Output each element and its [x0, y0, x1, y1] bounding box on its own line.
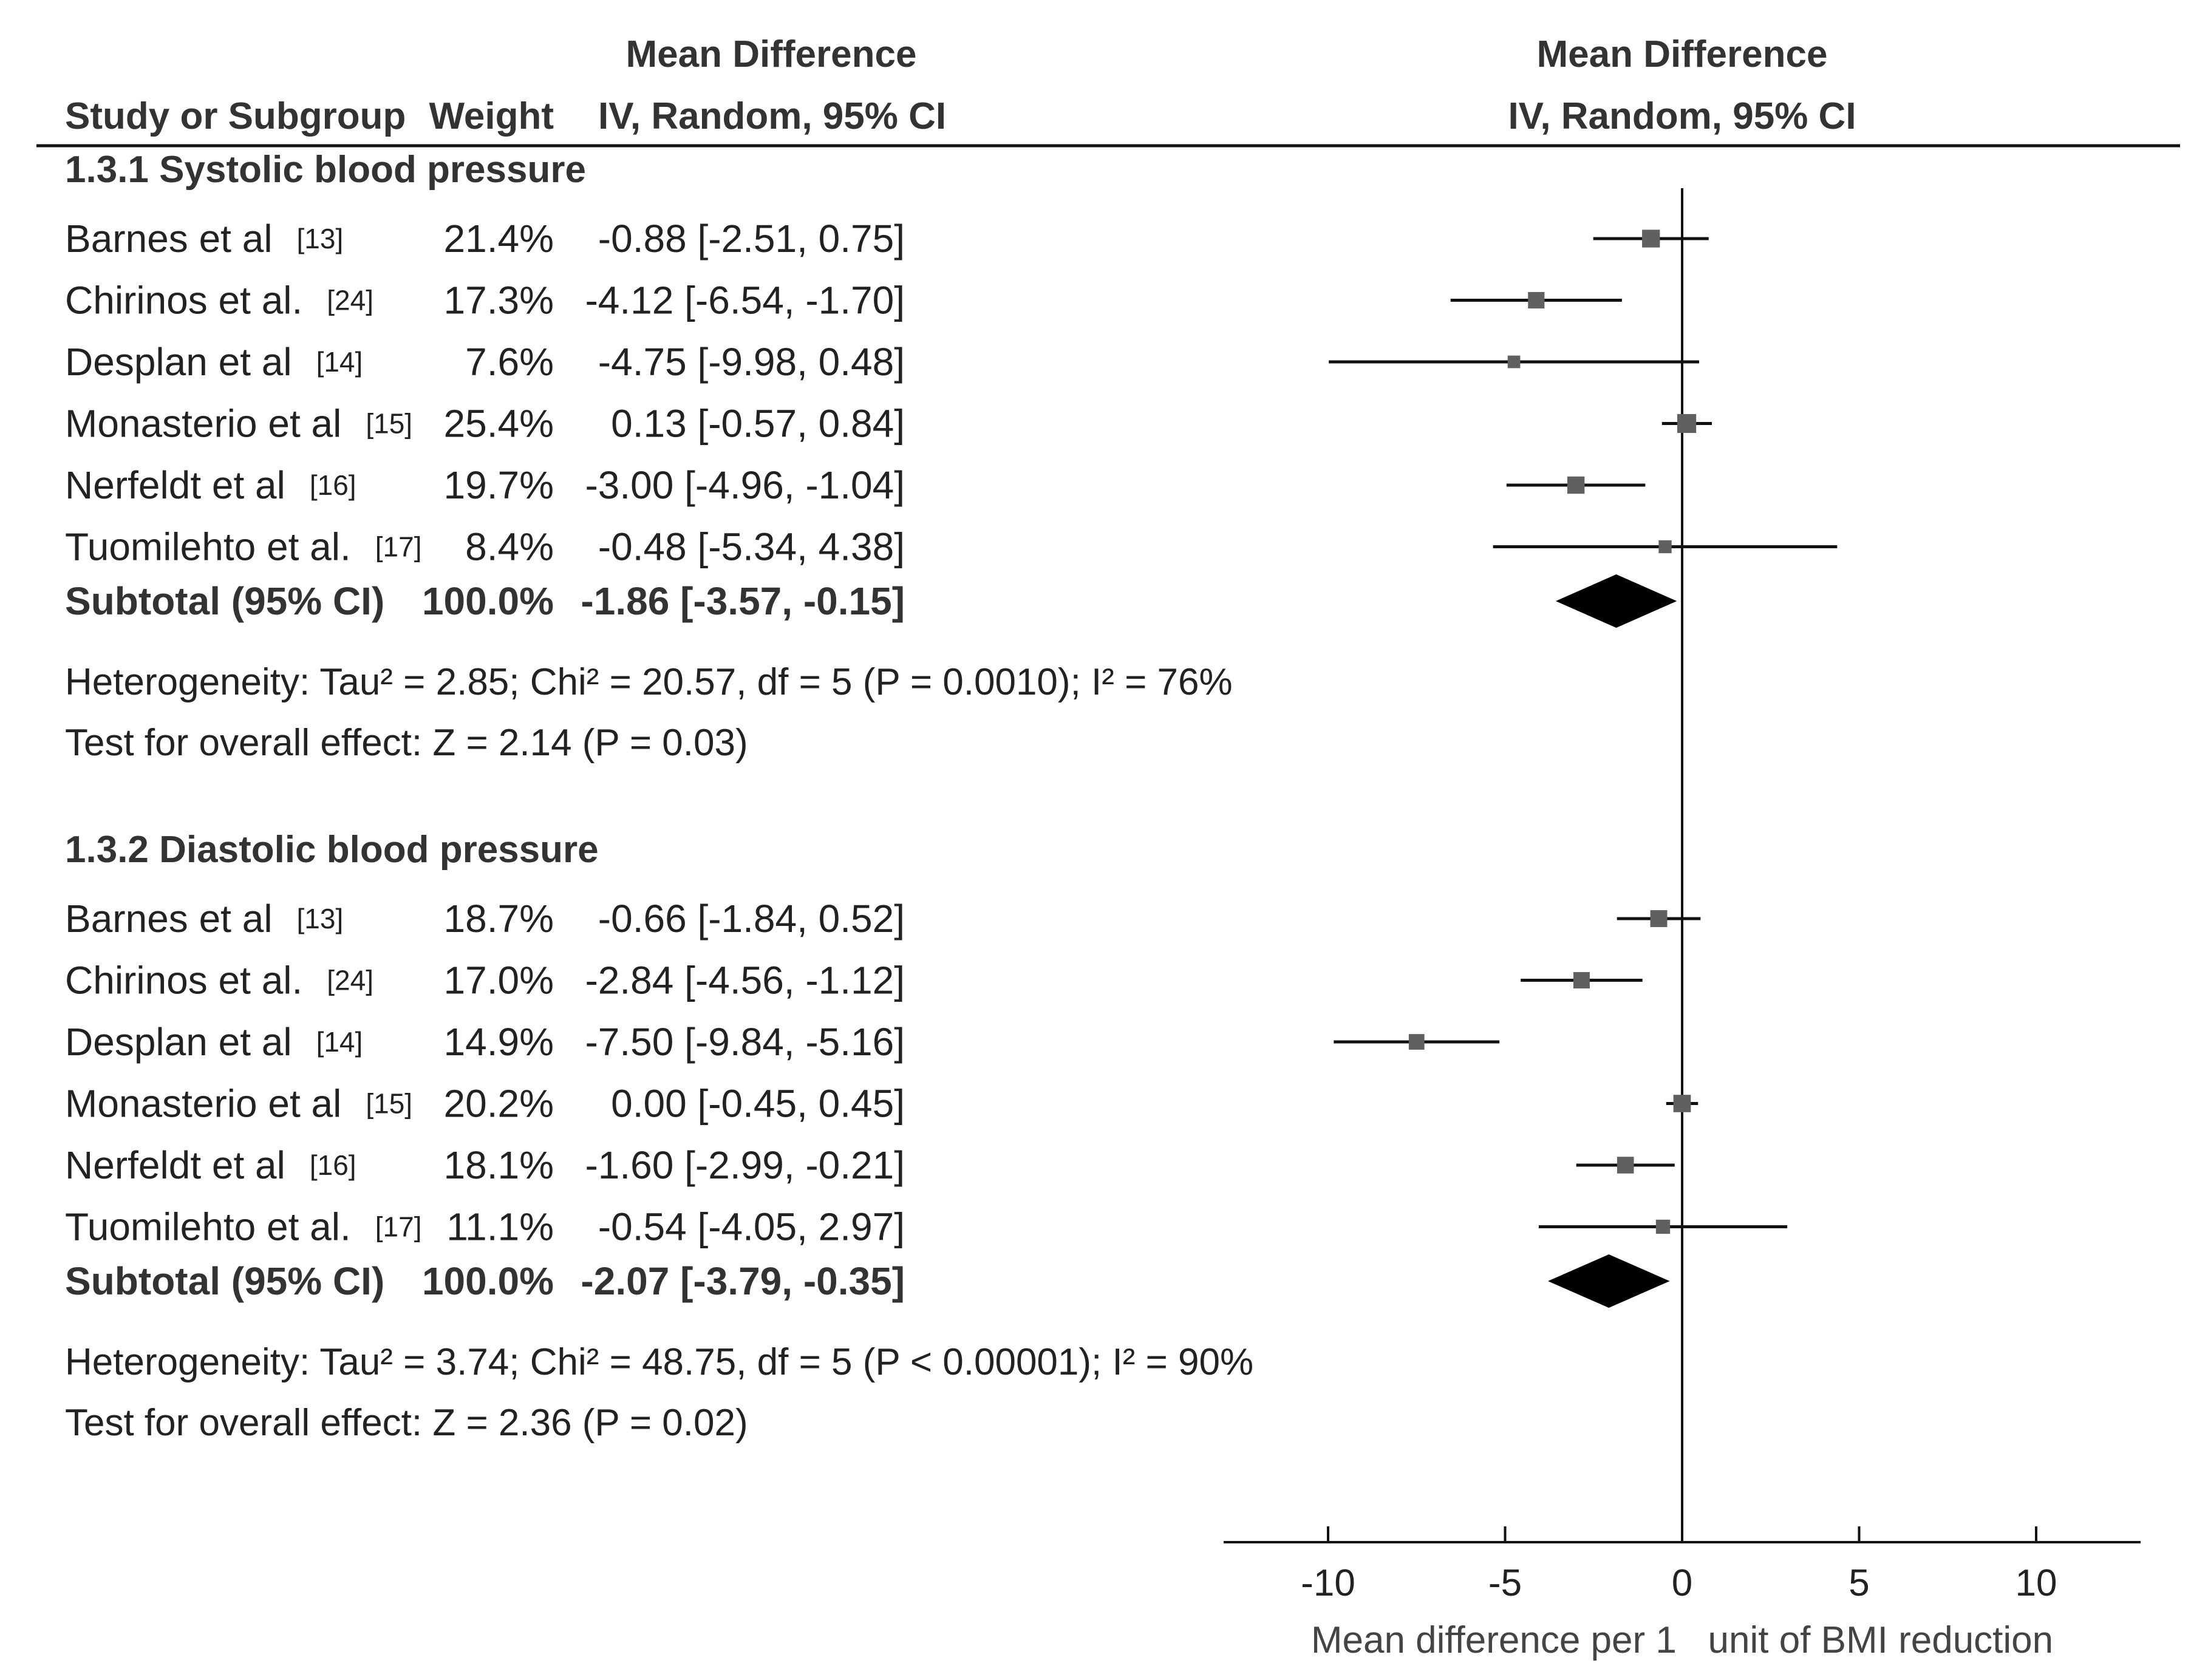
study-ci: 0.00 [-0.45, 0.45]	[611, 1082, 905, 1126]
overall-effect-text: Test for overall effect: Z = 2.14 (P = 0…	[65, 722, 748, 764]
study-ref: [24]	[327, 965, 373, 996]
x-tick-label: 5	[1849, 1562, 1869, 1604]
study-name: Monasterio et al	[65, 402, 341, 446]
effect-square	[1573, 972, 1590, 988]
effect-square	[1507, 355, 1521, 369]
study-name: Chirinos et al.	[65, 279, 302, 322]
study-name: Tuomilehto et al.	[65, 1205, 351, 1249]
header-study: Study or Subgroup	[65, 95, 406, 137]
study-name: Desplan et al	[65, 340, 292, 384]
subgroup-title: 1.3.1 Systolic blood pressure	[65, 149, 586, 191]
effect-square	[1673, 1095, 1691, 1112]
x-tick-label: 10	[2016, 1562, 2057, 1604]
subtotal-weight: 100.0%	[422, 579, 554, 623]
study-name: Monasterio et al	[65, 1082, 341, 1126]
effect-square	[1658, 540, 1672, 554]
study-ref: [17]	[375, 531, 422, 563]
study-weight: 7.6%	[465, 340, 554, 384]
study-ci: -1.60 [-2.99, -0.21]	[585, 1143, 905, 1187]
study-name: Nerfeldt et al	[65, 1143, 285, 1187]
study-name: Desplan et al	[65, 1020, 292, 1064]
study-weight: 17.0%	[444, 959, 554, 1002]
study-name: Tuomilehto et al.	[65, 525, 351, 569]
study-ci: -4.12 [-6.54, -1.70]	[585, 279, 905, 322]
x-axis-label: Mean difference per 1 unit of BMI reduct…	[1311, 1619, 2053, 1661]
study-ref: [14]	[316, 1026, 363, 1058]
effect-square	[1567, 476, 1585, 494]
study-ci: -4.75 [-9.98, 0.48]	[598, 340, 905, 384]
header-plot-method: IV, Random, 95% CI	[1508, 95, 1856, 137]
study-ref: [17]	[375, 1211, 422, 1243]
study-ci: -0.88 [-2.51, 0.75]	[598, 217, 905, 260]
study-weight: 18.1%	[444, 1143, 554, 1187]
x-axis: -10 -5 0 5 10 Mean difference per 1 unit of B…	[1224, 1526, 2141, 1661]
header-md-method: IV, Random, 95% CI	[598, 95, 946, 137]
effect-square	[1408, 1034, 1425, 1050]
study-ci: -2.84 [-4.56, -1.12]	[585, 959, 905, 1002]
plot-marks	[1329, 188, 1838, 1542]
study-ref: [13]	[297, 223, 344, 254]
study-ci: -7.50 [-9.84, -5.16]	[585, 1020, 905, 1064]
subtotal-weight: 100.0%	[422, 1259, 554, 1303]
study-ref: [24]	[327, 285, 373, 316]
study-weight: 11.1%	[446, 1205, 554, 1249]
effect-square	[1528, 291, 1545, 309]
study-weight: 17.3%	[444, 279, 554, 322]
subtotal-diamond	[1555, 574, 1677, 628]
study-ci: -0.54 [-4.05, 2.97]	[598, 1205, 905, 1249]
study-ci: -3.00 [-4.96, -1.04]	[585, 463, 905, 507]
study-ref: [15]	[366, 408, 412, 440]
study-rows: 1.3.1 Systolic blood pressure Barnes et a…	[65, 149, 1253, 1444]
overall-effect-text: Test for overall effect: Z = 2.36 (P = 0…	[65, 1402, 748, 1444]
heterogeneity-text: Heterogeneity: Tau² = 2.85; Chi² = 20.57…	[65, 661, 1233, 703]
study-name: Chirinos et al.	[65, 959, 302, 1002]
study-name: Nerfeldt et al	[65, 463, 285, 507]
study-weight: 19.7%	[444, 463, 554, 507]
effect-square	[1677, 413, 1697, 434]
effect-square	[1650, 910, 1668, 927]
study-weight: 14.9%	[444, 1020, 554, 1064]
header-weight: Weight	[429, 95, 554, 137]
effect-square	[1655, 1219, 1671, 1234]
effect-square	[1617, 1157, 1634, 1174]
subtotal-ci: -1.86 [-3.57, -0.15]	[581, 579, 905, 623]
study-ci: 0.13 [-0.57, 0.84]	[611, 402, 905, 446]
subtotal-diamond	[1548, 1254, 1670, 1308]
study-weight: 8.4%	[465, 525, 554, 569]
heterogeneity-text: Heterogeneity: Tau² = 3.74; Chi² = 48.75…	[65, 1341, 1253, 1383]
subtotal-label: Subtotal (95% CI)	[65, 1259, 384, 1303]
study-ref: [13]	[297, 903, 344, 934]
study-ref: [15]	[366, 1088, 412, 1120]
study-ci: -0.66 [-1.84, 0.52]	[598, 897, 905, 940]
study-weight: 21.4%	[444, 217, 554, 260]
header-plot-title: Mean Difference	[1537, 33, 1828, 75]
subtotal-ci: -2.07 [-3.79, -0.35]	[581, 1259, 905, 1303]
study-weight: 20.2%	[444, 1082, 554, 1126]
study-ref: [16]	[310, 469, 356, 501]
study-weight: 18.7%	[444, 897, 554, 940]
subtotal-label: Subtotal (95% CI)	[65, 579, 384, 623]
study-name: Barnes et al	[65, 217, 273, 260]
x-tick-label: -5	[1488, 1562, 1522, 1604]
effect-square	[1642, 230, 1660, 248]
study-name: Barnes et al	[65, 897, 273, 940]
x-tick-label: -10	[1301, 1562, 1355, 1604]
subgroup-title: 1.3.2 Diastolic blood pressure	[65, 829, 599, 871]
header-md-title: Mean Difference	[626, 33, 917, 75]
study-weight: 25.4%	[444, 402, 554, 446]
study-ci: -0.48 [-5.34, 4.38]	[598, 525, 905, 569]
study-ref: [16]	[310, 1149, 356, 1181]
study-ref: [14]	[316, 346, 363, 378]
x-tick-label: 0	[1672, 1562, 1692, 1604]
